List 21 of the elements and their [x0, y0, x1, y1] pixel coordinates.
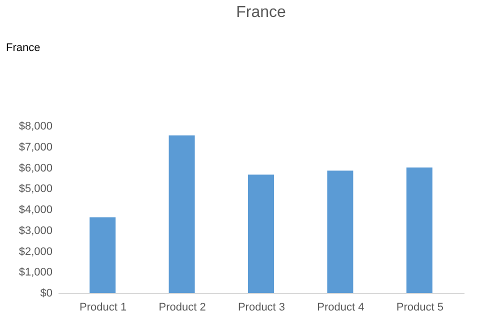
y-tick-label: $5,000	[18, 183, 52, 196]
y-tick-label: $3,000	[18, 224, 52, 237]
y-tick-label: $4,000	[18, 204, 52, 216]
y-tick-label: $8,000	[18, 120, 52, 132]
bar	[248, 174, 274, 293]
x-tick-label: Product 4	[317, 302, 364, 314]
x-tick-label: Product 2	[158, 302, 206, 314]
y-tick-label: $6,000	[18, 162, 52, 174]
x-tick-label: Product 5	[396, 302, 444, 314]
bar	[90, 217, 116, 293]
bar	[327, 170, 354, 293]
bar	[406, 168, 432, 293]
y-tick-label: $0	[40, 288, 52, 300]
y-tick-label: $2,000	[18, 246, 52, 258]
chart-title: France	[236, 4, 286, 21]
text: France	[6, 42, 40, 54]
y-tick-label: $7,000	[18, 141, 52, 154]
bar	[168, 135, 195, 293]
x-tick-label: Product 1	[80, 302, 127, 314]
y-tick-label: $1,000	[18, 266, 52, 279]
x-tick-label: Product 3	[238, 302, 286, 314]
